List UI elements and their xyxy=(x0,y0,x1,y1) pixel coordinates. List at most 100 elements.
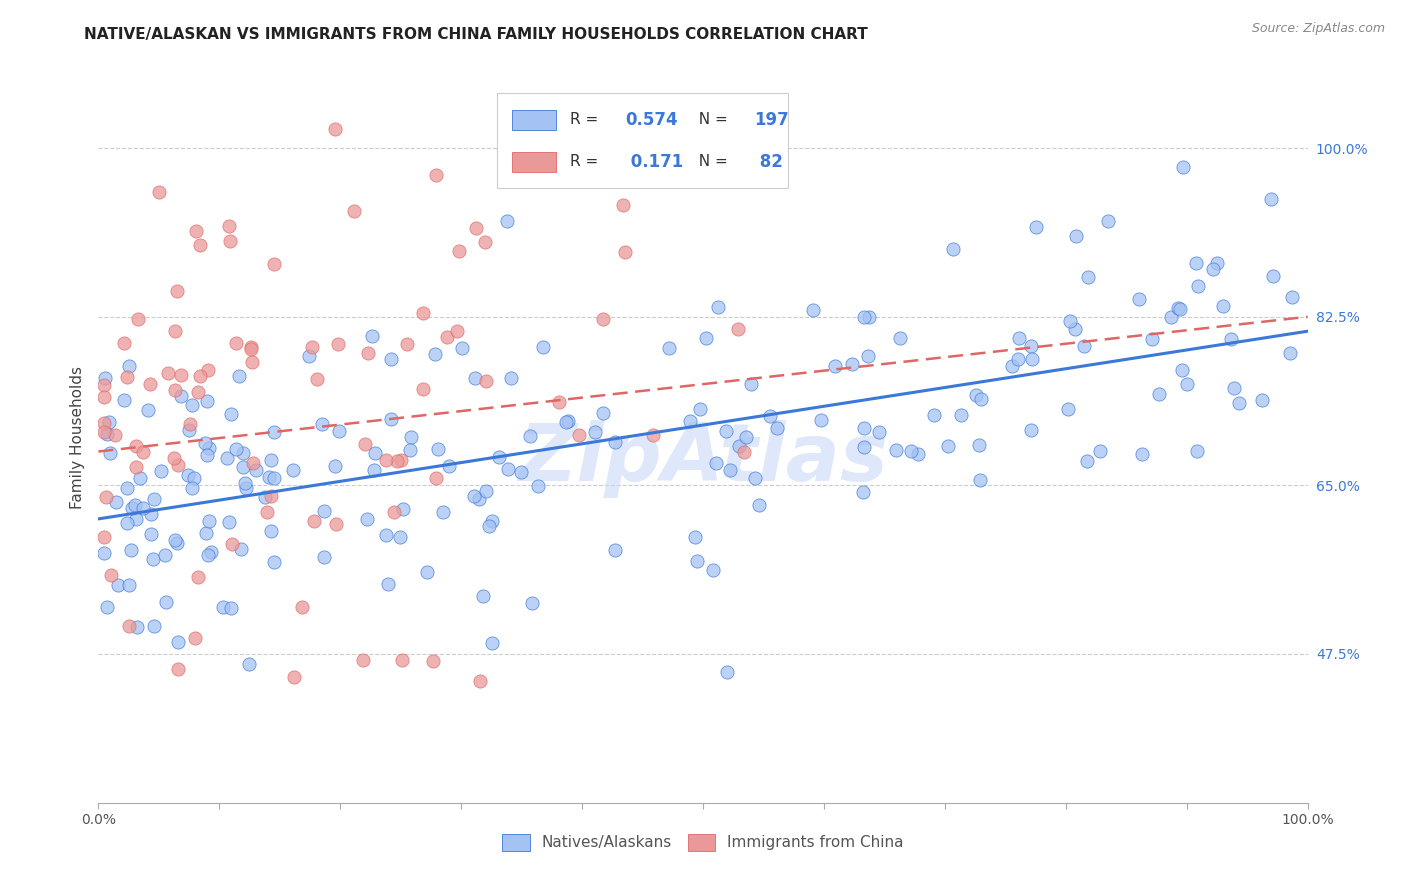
Point xyxy=(720,463,742,477)
Point xyxy=(180,398,202,412)
Point xyxy=(96,491,118,505)
Point xyxy=(312,504,335,518)
Point xyxy=(256,505,278,519)
Point xyxy=(766,421,789,435)
Point xyxy=(686,554,709,568)
Point xyxy=(125,620,148,634)
Point xyxy=(868,425,890,439)
Point xyxy=(531,340,554,354)
Point xyxy=(148,185,170,199)
Point xyxy=(180,481,202,495)
Point xyxy=(167,662,190,676)
Point xyxy=(377,577,399,591)
Point xyxy=(129,471,152,485)
Point xyxy=(1001,359,1024,374)
Point xyxy=(1223,381,1246,395)
Point xyxy=(889,331,911,345)
Point xyxy=(488,450,510,464)
Point xyxy=(307,372,329,386)
Point xyxy=(481,514,503,528)
Point xyxy=(312,550,335,565)
Point xyxy=(474,235,496,250)
Point xyxy=(1205,256,1227,270)
Point xyxy=(94,371,117,385)
Point xyxy=(1187,279,1209,293)
Point xyxy=(166,284,188,298)
Point xyxy=(291,599,314,614)
Point xyxy=(969,392,991,406)
Point xyxy=(727,439,749,453)
Point xyxy=(263,556,285,570)
Point xyxy=(1260,192,1282,206)
Point xyxy=(1281,290,1303,304)
Point xyxy=(219,234,242,248)
FancyBboxPatch shape xyxy=(512,110,555,130)
Point xyxy=(969,473,991,487)
FancyBboxPatch shape xyxy=(498,94,787,188)
Point xyxy=(170,389,193,403)
Point xyxy=(465,221,488,235)
Point xyxy=(215,450,238,465)
Point xyxy=(311,417,333,431)
Point xyxy=(170,368,193,382)
Point xyxy=(1149,386,1171,401)
Point xyxy=(1171,363,1194,377)
Point xyxy=(714,424,737,438)
Point xyxy=(225,335,247,350)
Point xyxy=(325,516,347,531)
Point xyxy=(93,390,115,404)
Point xyxy=(197,448,219,462)
Point xyxy=(706,300,728,314)
Point xyxy=(260,489,283,503)
Point xyxy=(824,359,846,374)
Point xyxy=(363,463,385,477)
Text: 197: 197 xyxy=(754,111,789,129)
Point xyxy=(104,428,127,442)
Point xyxy=(384,505,406,519)
Point xyxy=(197,363,219,377)
Point xyxy=(520,596,543,610)
Point xyxy=(233,475,256,490)
Point xyxy=(380,412,402,426)
Point xyxy=(613,245,636,260)
Point xyxy=(263,425,285,440)
Point xyxy=(139,377,162,392)
Point xyxy=(177,423,200,437)
Point xyxy=(225,442,247,456)
Point xyxy=(177,468,200,483)
Point xyxy=(93,530,115,544)
Point xyxy=(194,526,217,541)
Point xyxy=(263,257,285,271)
Text: 82: 82 xyxy=(754,153,783,170)
Point xyxy=(219,407,242,421)
Point xyxy=(357,346,380,360)
Point xyxy=(689,402,711,417)
Point xyxy=(221,537,243,551)
Point xyxy=(471,589,494,603)
Text: R =: R = xyxy=(571,154,603,169)
Point xyxy=(475,483,498,498)
Point xyxy=(856,349,879,363)
Point xyxy=(702,563,724,577)
Point xyxy=(841,357,863,371)
Point xyxy=(470,674,492,689)
Point xyxy=(481,636,503,650)
Point xyxy=(197,441,219,455)
Point xyxy=(302,514,325,528)
Point xyxy=(548,394,571,409)
Text: ZipAtlas: ZipAtlas xyxy=(517,420,889,498)
Point xyxy=(391,653,413,667)
Point xyxy=(153,548,176,562)
Point xyxy=(437,458,460,473)
Point xyxy=(187,570,209,584)
Point xyxy=(240,355,263,369)
Point xyxy=(1175,376,1198,391)
Point xyxy=(557,414,579,428)
Point xyxy=(392,502,415,516)
Point xyxy=(93,416,115,430)
Point xyxy=(641,427,664,442)
Point xyxy=(1212,299,1234,313)
Point xyxy=(198,514,221,528)
Point xyxy=(447,244,470,259)
Point xyxy=(179,417,201,432)
